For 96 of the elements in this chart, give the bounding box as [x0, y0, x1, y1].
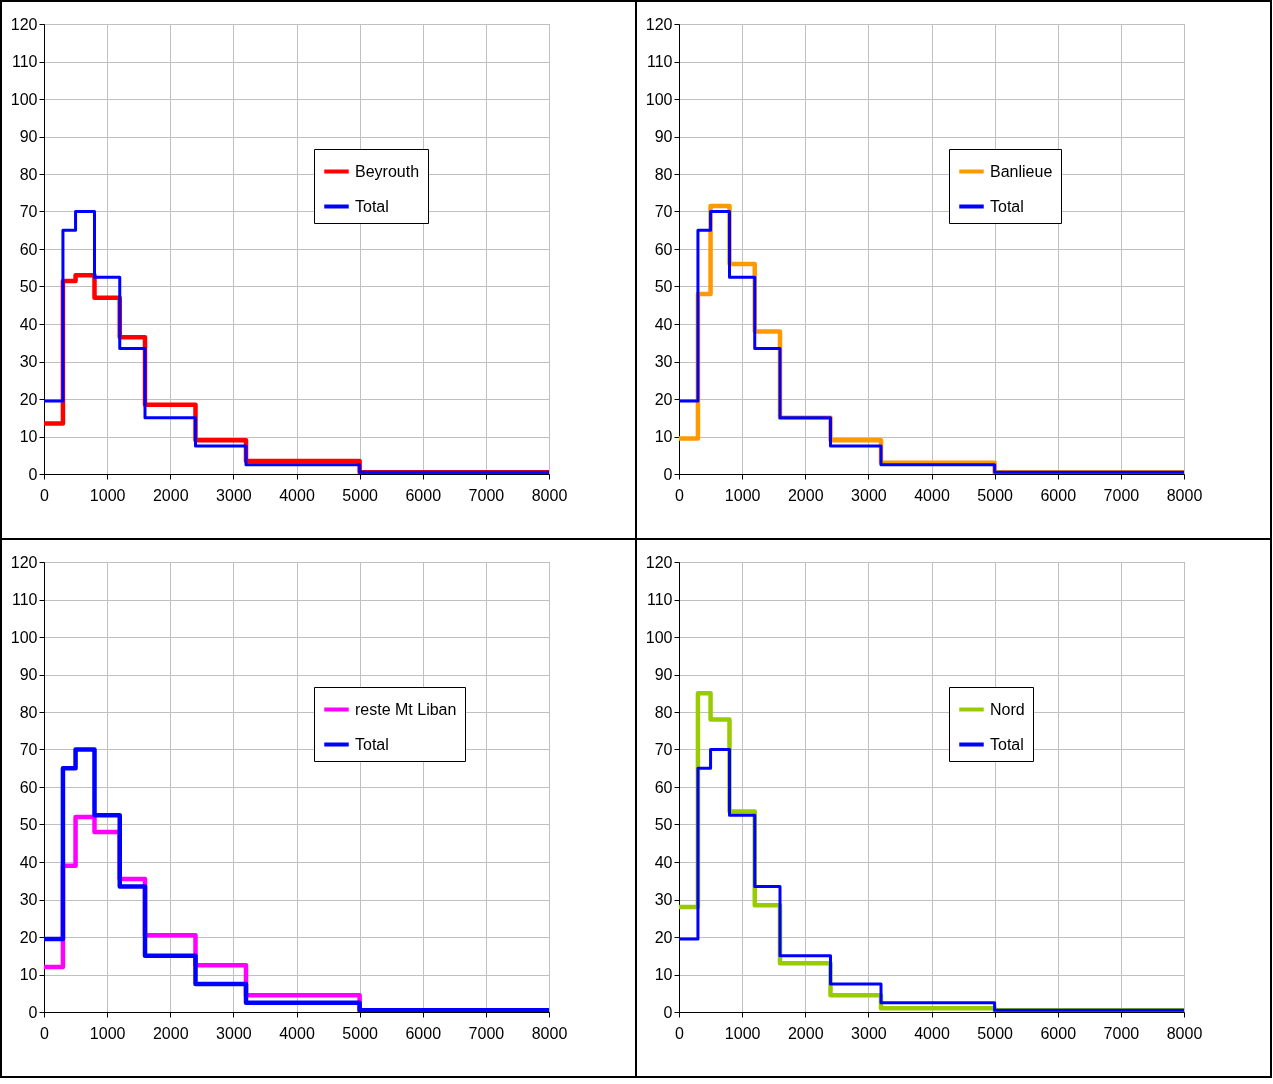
- y-tick-label: 30: [19, 353, 38, 370]
- y-tick-label: 50: [19, 816, 38, 833]
- y-tick-label: 30: [19, 891, 38, 908]
- y-tick-label: 70: [19, 203, 38, 220]
- y-tick-label: 90: [19, 666, 38, 683]
- x-tick-label: 3000: [851, 486, 887, 504]
- x-tick-label: 0: [40, 1024, 50, 1042]
- y-tick-label: 20: [654, 928, 673, 946]
- x-tick-label: 4000: [279, 1024, 315, 1042]
- legend-label: Beyrouth: [355, 162, 420, 180]
- y-tick-label: 60: [19, 778, 38, 796]
- y-tick-label: 110: [11, 591, 38, 608]
- y-tick-label: 40: [19, 315, 38, 333]
- x-tick-label: 4000: [279, 486, 315, 504]
- y-tick-label: 80: [19, 703, 38, 721]
- x-tick-label: 1000: [89, 1024, 126, 1042]
- legend-label: Nord: [990, 700, 1025, 718]
- y-tick-label: 100: [645, 628, 673, 646]
- y-tick-label: 10: [19, 966, 38, 983]
- y-tick-label: 20: [19, 928, 38, 946]
- y-tick-label: 100: [645, 90, 673, 108]
- x-tick-label: 5000: [977, 486, 1014, 504]
- y-tick-label: 50: [654, 278, 673, 295]
- y-tick-label: 120: [10, 15, 38, 33]
- x-tick-label: 8000: [531, 1024, 568, 1042]
- x-tick-label: 0: [40, 486, 50, 504]
- y-tick-label: 50: [19, 278, 38, 295]
- y-tick-label: 0: [28, 465, 38, 483]
- y-tick-label: 20: [654, 390, 673, 408]
- x-tick-label: 8000: [1166, 1024, 1203, 1042]
- x-tick-label: 2000: [787, 486, 824, 504]
- x-tick-label: 6000: [1040, 486, 1077, 504]
- y-tick-label: 120: [645, 553, 673, 571]
- x-tick-label: 8000: [531, 486, 568, 504]
- x-tick-label: 7000: [1103, 486, 1140, 504]
- y-tick-label: 90: [654, 128, 673, 145]
- y-tick-label: 110: [646, 591, 673, 608]
- y-tick-label: 60: [19, 240, 38, 258]
- legend-label: Total: [355, 197, 389, 215]
- y-tick-label: 80: [19, 165, 38, 183]
- y-tick-label: 70: [19, 741, 38, 758]
- y-tick-label: 70: [654, 203, 673, 220]
- x-tick-label: 0: [675, 1024, 685, 1042]
- x-tick-label: 7000: [468, 1024, 505, 1042]
- x-tick-label: 6000: [405, 486, 442, 504]
- y-tick-label: 90: [654, 666, 673, 683]
- y-tick-label: 110: [11, 53, 38, 70]
- x-tick-label: 8000: [1166, 486, 1203, 504]
- x-tick-label: 6000: [405, 1024, 442, 1042]
- y-tick-label: 100: [10, 628, 38, 646]
- y-tick-label: 0: [663, 465, 673, 483]
- legend-label: Banlieue: [990, 162, 1053, 180]
- x-tick-label: 1000: [724, 486, 761, 504]
- y-tick-label: 80: [654, 165, 673, 183]
- legend-label: Total: [990, 197, 1024, 215]
- legend-label: reste Mt Liban: [355, 700, 457, 718]
- y-tick-label: 0: [28, 1003, 38, 1021]
- y-tick-label: 10: [19, 428, 38, 445]
- x-tick-label: 7000: [1103, 1024, 1140, 1042]
- x-tick-label: 7000: [468, 486, 505, 504]
- x-tick-label: 3000: [216, 486, 252, 504]
- y-tick-label: 10: [654, 966, 673, 983]
- x-tick-label: 3000: [216, 1024, 252, 1042]
- x-tick-label: 2000: [787, 1024, 824, 1042]
- y-tick-label: 10: [654, 428, 673, 445]
- y-tick-label: 40: [654, 315, 673, 333]
- x-tick-label: 2000: [152, 486, 189, 504]
- y-tick-label: 20: [19, 390, 38, 408]
- y-tick-label: 60: [654, 778, 673, 796]
- y-tick-label: 0: [663, 1003, 673, 1021]
- x-tick-label: 4000: [914, 1024, 950, 1042]
- x-tick-label: 4000: [914, 486, 950, 504]
- y-tick-label: 80: [654, 703, 673, 721]
- y-tick-label: 30: [654, 891, 673, 908]
- y-tick-label: 70: [654, 741, 673, 758]
- x-tick-label: 2000: [152, 1024, 189, 1042]
- y-tick-label: 120: [645, 15, 673, 33]
- y-tick-label: 110: [646, 53, 673, 70]
- x-tick-label: 6000: [1040, 1024, 1077, 1042]
- x-tick-label: 5000: [342, 486, 379, 504]
- legend-label: Total: [990, 735, 1024, 753]
- y-tick-label: 60: [654, 240, 673, 258]
- x-tick-label: 0: [675, 486, 685, 504]
- y-tick-label: 50: [654, 816, 673, 833]
- y-tick-label: 90: [19, 128, 38, 145]
- y-tick-label: 100: [10, 90, 38, 108]
- x-tick-label: 3000: [851, 1024, 887, 1042]
- y-tick-label: 120: [10, 553, 38, 571]
- y-tick-label: 40: [654, 853, 673, 871]
- x-tick-label: 5000: [977, 1024, 1014, 1042]
- legend-label: Total: [355, 735, 389, 753]
- x-tick-label: 1000: [89, 486, 126, 504]
- x-tick-label: 5000: [342, 1024, 379, 1042]
- y-tick-label: 30: [654, 353, 673, 370]
- x-tick-label: 1000: [724, 1024, 761, 1042]
- y-tick-label: 40: [19, 853, 38, 871]
